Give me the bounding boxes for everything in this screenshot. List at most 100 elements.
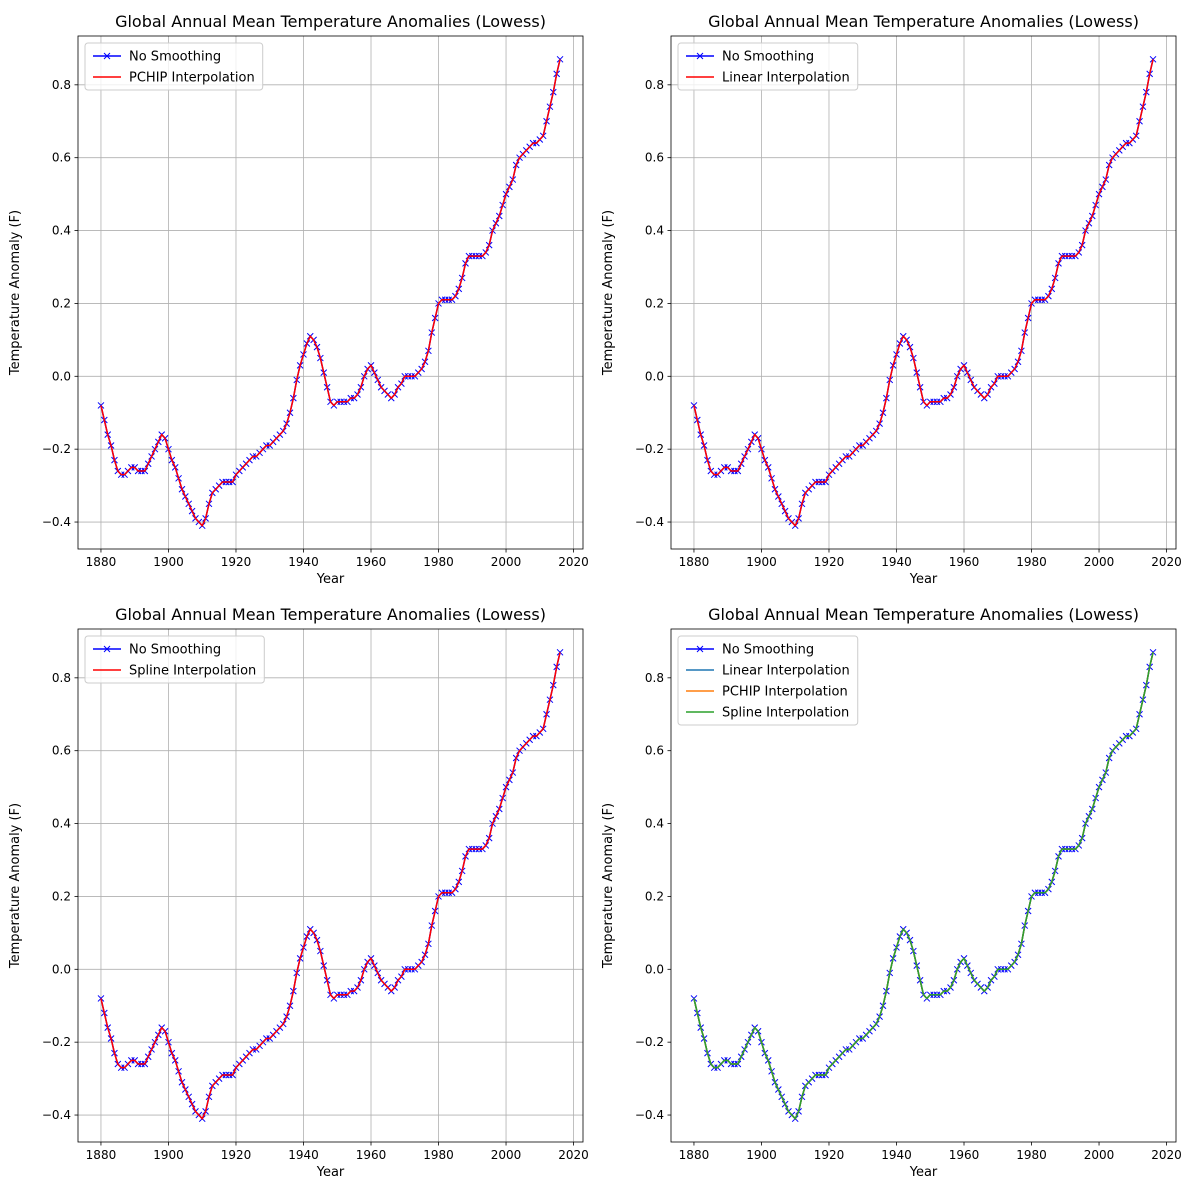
y-tick-label: −0.4 — [42, 515, 71, 529]
axes-frame — [77, 35, 584, 550]
y-tick-label: 0.4 — [645, 224, 664, 238]
chart-title: Global Annual Mean Temperature Anomalies… — [115, 12, 546, 31]
y-tick-label: 0.0 — [645, 962, 664, 976]
y-tick-label: 0.0 — [645, 369, 664, 383]
legend-box — [677, 42, 859, 91]
legend: No Smoothing Linear Interpolation PCHIP In… — [677, 635, 859, 726]
y-tick-label: −0.2 — [42, 1035, 71, 1049]
x-tick-label: 1980 — [423, 555, 454, 569]
legend-marker — [103, 52, 111, 60]
y-tick-label: −0.4 — [42, 1108, 71, 1122]
legend-label: PCHIP Interpolation — [129, 71, 255, 86]
x-tick-label: 1900 — [746, 555, 777, 569]
x-marker — [556, 55, 564, 63]
chart-title: Global Annual Mean Temperature Anomalies… — [115, 605, 546, 624]
y-axis-label: Temperature Anomaly (F) — [601, 210, 616, 376]
legend-marker — [696, 645, 704, 653]
legend-label: No Smoothing — [722, 643, 814, 658]
x-tick-label: 1960 — [949, 555, 980, 569]
y-axis-label: Temperature Anomaly (F) — [8, 210, 23, 376]
legend-box — [84, 635, 265, 684]
axes-frame — [77, 628, 584, 1143]
x-axis-label: Year — [909, 572, 938, 587]
x-marker — [556, 648, 564, 656]
subplot: Global Annual Mean Temperature Anomalies… — [601, 605, 1182, 1180]
y-tick-label: −0.4 — [635, 515, 664, 529]
x-tick-label: 1900 — [153, 1148, 184, 1162]
x-tick-label: 1920 — [221, 1148, 252, 1162]
legend-label: No Smoothing — [722, 50, 814, 65]
y-tick-label: 0.0 — [52, 369, 71, 383]
y-tick-label: 0.6 — [52, 744, 71, 758]
x-marker — [97, 402, 105, 409]
y-tick-label: −0.2 — [635, 442, 664, 456]
x-tick-label: 2000 — [491, 555, 522, 569]
y-axis-label: Temperature Anomaly (F) — [601, 803, 616, 969]
x-marker — [1149, 648, 1157, 656]
legend-marker — [103, 645, 111, 653]
x-axis-label: Year — [316, 572, 345, 587]
y-tick-label: 0.8 — [52, 671, 71, 685]
legend-label: Spline Interpolation — [129, 664, 256, 679]
x-tick-label: 1920 — [814, 555, 845, 569]
x-tick-label: 1900 — [153, 555, 184, 569]
x-tick-label: 2000 — [1084, 555, 1115, 569]
x-tick-label: 1960 — [949, 1148, 980, 1162]
legend: No Smoothing Linear Interpolation — [677, 42, 859, 91]
x-tick-label: 1980 — [1016, 555, 1047, 569]
axes-frame — [670, 628, 1177, 1143]
y-tick-label: 0.8 — [645, 671, 664, 685]
x-axis-label: Year — [909, 1165, 938, 1180]
x-tick-label: 1880 — [679, 555, 710, 569]
x-tick-label: 1940 — [881, 1148, 912, 1162]
x-tick-label: 1940 — [288, 1148, 319, 1162]
chart-title: Global Annual Mean Temperature Anomalies… — [708, 605, 1139, 624]
x-tick-label: 1920 — [814, 1148, 845, 1162]
y-tick-label: 0.2 — [52, 889, 71, 903]
y-tick-label: −0.4 — [635, 1108, 664, 1122]
y-tick-label: 0.6 — [645, 744, 664, 758]
x-tick-label: 1880 — [86, 1148, 117, 1162]
y-axis-label: Temperature Anomaly (F) — [8, 803, 23, 969]
legend-marker — [696, 52, 704, 60]
subplot: Global Annual Mean Temperature Anomalies… — [8, 605, 589, 1180]
x-tick-label: 2020 — [558, 1148, 589, 1162]
series-line — [693, 59, 1154, 528]
x-marker — [97, 995, 105, 1002]
x-tick-label: 1880 — [679, 1148, 710, 1162]
legend-label: PCHIP Interpolation — [722, 685, 848, 700]
y-tick-label: 0.6 — [645, 151, 664, 165]
x-tick-label: 2020 — [1151, 555, 1182, 569]
subplot: Global Annual Mean Temperature Anomalies… — [601, 12, 1182, 587]
legend-label: Linear Interpolation — [722, 664, 850, 679]
x-tick-label: 1920 — [221, 555, 252, 569]
x-axis-label: Year — [316, 1165, 345, 1180]
y-tick-label: 0.2 — [52, 296, 71, 310]
legend: No Smoothing PCHIP Interpolation — [84, 42, 264, 91]
x-tick-label: 2000 — [1084, 1148, 1115, 1162]
y-tick-label: 0.2 — [645, 296, 664, 310]
legend-label: Spline Interpolation — [722, 706, 849, 721]
y-tick-label: −0.2 — [42, 442, 71, 456]
legend-label: Linear Interpolation — [722, 71, 850, 86]
x-tick-label: 1960 — [356, 555, 387, 569]
chart-title: Global Annual Mean Temperature Anomalies… — [708, 12, 1139, 31]
x-tick-label: 2020 — [558, 555, 589, 569]
legend-box — [677, 635, 859, 726]
y-tick-label: 0.4 — [645, 817, 664, 831]
x-tick-label: 2000 — [491, 1148, 522, 1162]
y-tick-label: 0.6 — [52, 151, 71, 165]
x-tick-label: 1940 — [881, 555, 912, 569]
legend-box — [84, 42, 264, 91]
y-tick-label: 0.2 — [645, 889, 664, 903]
x-tick-label: 1980 — [1016, 1148, 1047, 1162]
series-line — [100, 59, 561, 528]
subplot: Global Annual Mean Temperature Anomalies… — [8, 12, 589, 587]
y-tick-label: 0.8 — [645, 78, 664, 92]
y-tick-label: 0.0 — [52, 962, 71, 976]
y-tick-label: −0.2 — [635, 1035, 664, 1049]
x-marker — [690, 995, 698, 1002]
series-line — [100, 652, 561, 1121]
x-tick-label: 1980 — [423, 1148, 454, 1162]
y-tick-label: 0.8 — [52, 78, 71, 92]
